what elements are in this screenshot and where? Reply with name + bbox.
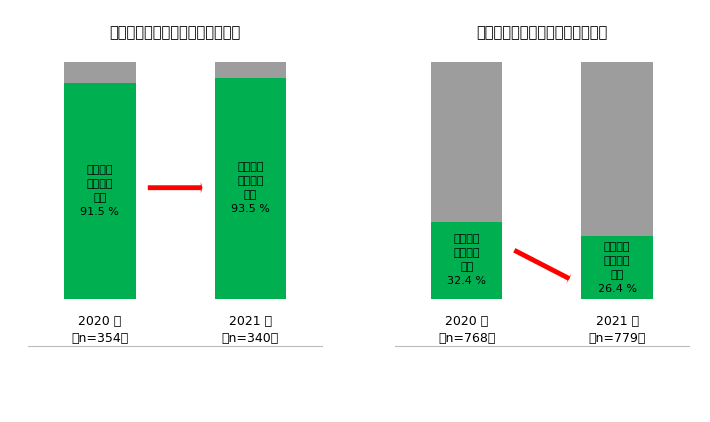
Bar xyxy=(64,62,136,83)
Bar xyxy=(214,62,286,78)
Text: 2020 年: 2020 年 xyxy=(78,315,121,328)
Bar xyxy=(431,62,503,222)
Title: 過去、実施したことのない回答者: 過去、実施したことのない回答者 xyxy=(476,25,608,40)
Text: 今後実施
したいと
思う
93.5 %: 今後実施 したいと 思う 93.5 % xyxy=(231,162,270,214)
Bar xyxy=(581,62,653,236)
Text: （n=768）: （n=768） xyxy=(438,332,496,345)
Text: 今後実施
したいと
思う
91.5 %: 今後実施 したいと 思う 91.5 % xyxy=(80,165,119,216)
Text: （n=340）: （n=340） xyxy=(222,332,279,345)
Bar xyxy=(581,236,653,299)
Title: 過去、実施したことのある回答者: 過去、実施したことのある回答者 xyxy=(109,25,241,40)
Bar xyxy=(64,83,136,299)
Text: 2021 年: 2021 年 xyxy=(596,315,639,328)
Text: 今後実施
したいと
思う
32.4 %: 今後実施 したいと 思う 32.4 % xyxy=(447,235,486,287)
Text: （n=779）: （n=779） xyxy=(589,332,646,345)
Text: （n=354）: （n=354） xyxy=(71,332,129,345)
Bar xyxy=(214,78,286,299)
Text: 2021 年: 2021 年 xyxy=(229,315,272,328)
Text: 2020 年: 2020 年 xyxy=(445,315,488,328)
Bar xyxy=(431,222,503,299)
Text: 今後実施
したいと
思う
26.4 %: 今後実施 したいと 思う 26.4 % xyxy=(598,241,637,294)
